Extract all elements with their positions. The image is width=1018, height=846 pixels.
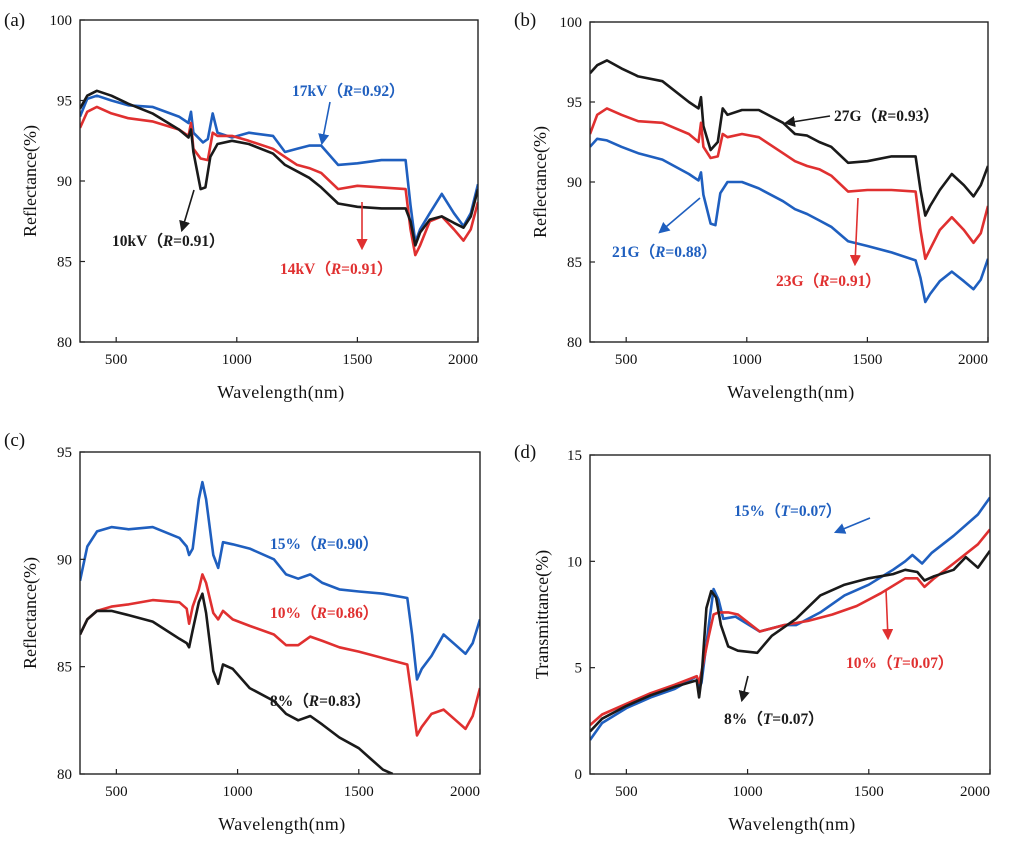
x-tick-label: 500: [105, 784, 128, 800]
x-tick-label: 500: [615, 352, 638, 368]
y-axis-label: Reflectance(%): [530, 126, 551, 238]
series-line-2: [80, 592, 394, 774]
series-annotation: 17kV（R=0.92）: [292, 82, 405, 100]
x-tick-label: 1500: [344, 784, 374, 800]
x-tick-label: 1500: [342, 352, 372, 368]
y-tick-label: 5: [575, 661, 583, 677]
panel-label: (c): [4, 430, 25, 451]
series-annotation: 14kV（R=0.91）: [280, 260, 393, 278]
x-tick-label: 1000: [732, 352, 762, 368]
annotation-arrow: [882, 589, 894, 641]
series-line-2: [590, 549, 990, 733]
y-tick-label: 10: [567, 554, 582, 570]
x-axis-label: Wavelength(nm): [218, 814, 346, 835]
y-tick-label: 15: [567, 448, 582, 464]
series-line-1: [590, 107, 988, 261]
y-tick-label: 100: [560, 15, 583, 31]
series-annotation: 8%（R=0.83）: [270, 692, 371, 710]
series-line-0: [590, 496, 990, 741]
series-annotation: 21G（R=0.88）: [612, 243, 717, 261]
y-tick-label: 80: [567, 335, 582, 351]
y-tick-label: 85: [567, 255, 582, 271]
y-tick-label: 95: [57, 445, 72, 461]
plot-frame: [79, 451, 481, 775]
y-tick-label: 100: [50, 13, 73, 29]
panel-label: (b): [514, 10, 536, 31]
y-tick-label: 85: [57, 660, 72, 676]
y-tick-label: 0: [575, 767, 583, 783]
panel-c: 500 1000 1500 2000 80 85 90 95 (c) Wavelength(nm)…: [4, 430, 481, 835]
panel-label: (a): [4, 10, 25, 31]
annotation-arrow: [738, 675, 750, 703]
annotation-arrow: [318, 101, 331, 146]
panel-label: (d): [514, 442, 536, 463]
series-annotation: 10%（R=0.86）: [270, 604, 378, 622]
series-line-1: [80, 105, 478, 257]
x-tick-label: 2000: [960, 784, 990, 800]
annotation-arrow: [783, 115, 831, 128]
x-tick-label: 2000: [958, 352, 988, 368]
annotation-arrow: [179, 189, 195, 233]
series-line-1: [80, 573, 480, 737]
y-tick-label: 95: [567, 95, 582, 111]
series-annotation: 10%（T=0.07）: [846, 654, 953, 672]
series-line-2: [80, 89, 478, 247]
y-tick-label: 90: [567, 175, 582, 191]
x-axis-label: Wavelength(nm): [728, 814, 856, 835]
x-tick-label: 2000: [448, 352, 478, 368]
series-line-0: [80, 480, 480, 681]
series-line-2: [590, 137, 988, 304]
plot-frame: [589, 21, 989, 343]
x-tick-label: 1000: [733, 784, 763, 800]
y-axis-label: Transmittance(%): [532, 550, 553, 679]
annotation-arrow: [849, 197, 862, 267]
y-tick-label: 90: [57, 552, 72, 568]
x-axis-label: Wavelength(nm): [727, 382, 855, 403]
annotation-arrow: [833, 517, 871, 534]
series-annotation: 27G（R=0.93）: [834, 107, 939, 125]
y-tick-label: 80: [57, 767, 72, 783]
y-tick-label: 85: [57, 255, 72, 271]
series-line-0: [590, 59, 988, 217]
y-tick-label: 90: [57, 174, 72, 190]
series-line-1: [590, 528, 990, 727]
series-annotation: 23G（R=0.91）: [776, 272, 881, 290]
series-annotation: 15%（R=0.90）: [270, 535, 378, 553]
plot-frame: [589, 454, 991, 775]
series-annotation: 8%（T=0.07）: [724, 710, 824, 728]
panel-a: 500 1000 1500 2000 80 85 90 95 100 (a) Wavelength(…: [4, 10, 479, 403]
annotation-arrow: [658, 197, 701, 234]
series-annotation: 10kV（R=0.91）: [112, 232, 225, 250]
x-tick-label: 500: [615, 784, 638, 800]
y-axis-label: Reflectance(%): [20, 125, 41, 237]
x-tick-label: 1000: [222, 352, 252, 368]
x-tick-label: 500: [105, 352, 128, 368]
series-line-0: [80, 94, 478, 244]
y-tick-label: 95: [57, 94, 72, 110]
x-tick-label: 2000: [450, 784, 480, 800]
y-tick-label: 80: [57, 335, 72, 351]
x-tick-label: 1500: [852, 352, 882, 368]
x-axis-label: Wavelength(nm): [217, 382, 345, 403]
series-annotation: 15%（T=0.07）: [734, 502, 841, 520]
panel-b: 500 1000 1500 2000 80 85 90 95 100 (b) Wavelength(…: [514, 10, 989, 403]
panel-d: 500 1000 1500 2000 0 5 10 15 (d) Wavelength(nm) Tr…: [514, 442, 991, 835]
plot-frame: [79, 19, 479, 343]
x-tick-label: 1000: [223, 784, 253, 800]
x-tick-label: 1500: [854, 784, 884, 800]
y-axis-label: Reflectance(%): [20, 557, 41, 669]
